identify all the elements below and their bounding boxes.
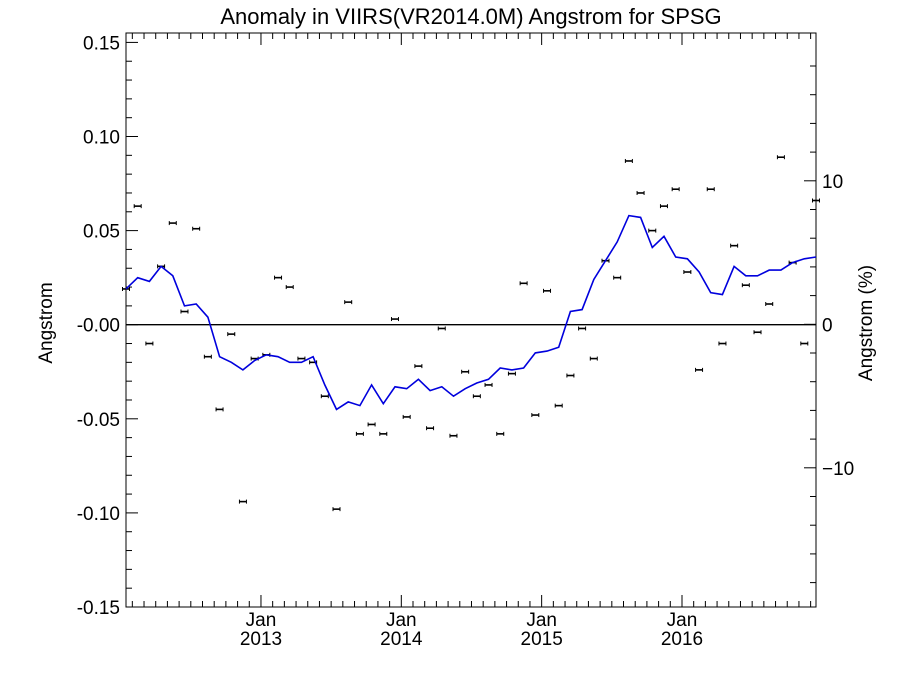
data-point xyxy=(543,288,552,293)
data-point xyxy=(507,371,516,376)
data-point xyxy=(145,341,154,346)
x-tick-year-label: 2013 xyxy=(240,629,282,650)
x-tick-month-label: Jan xyxy=(526,610,557,631)
data-point xyxy=(122,286,130,291)
y-axis-label: Angstrom xyxy=(36,282,57,363)
data-point xyxy=(519,281,528,286)
data-point xyxy=(683,270,692,275)
y-tick-label: -0.00 xyxy=(77,316,120,337)
data-point xyxy=(566,373,575,378)
data-point xyxy=(531,413,540,418)
data-point xyxy=(215,407,224,412)
data-point xyxy=(320,394,329,399)
data-point xyxy=(741,283,750,288)
data-point xyxy=(344,300,353,305)
y2-tick-label: 10 xyxy=(822,172,843,193)
data-point xyxy=(800,341,809,346)
data-point xyxy=(285,285,294,290)
data-point xyxy=(297,356,306,361)
x-tick-month-label: Jan xyxy=(246,610,277,631)
data-point xyxy=(379,431,388,436)
data-point xyxy=(332,507,341,512)
data-point xyxy=(227,332,236,337)
data-lines xyxy=(125,214,817,411)
data-point xyxy=(624,158,633,163)
data-point xyxy=(133,204,142,209)
data-point xyxy=(589,356,598,361)
data-point xyxy=(776,155,785,160)
axes xyxy=(125,32,817,608)
data-point xyxy=(718,341,727,346)
y-tick-label: -0.10 xyxy=(77,504,120,525)
data-point xyxy=(192,226,201,231)
data-points xyxy=(122,155,820,512)
data-point xyxy=(636,190,645,195)
data-point xyxy=(367,422,376,427)
data-point xyxy=(613,275,622,280)
data-point xyxy=(706,187,715,192)
series-line xyxy=(125,214,817,411)
data-point xyxy=(496,431,505,436)
data-point xyxy=(449,433,458,438)
data-point xyxy=(659,204,668,209)
data-point xyxy=(390,317,399,322)
x-tick-year-label: 2015 xyxy=(521,629,563,650)
data-point xyxy=(168,221,177,226)
y-tick-label: -0.15 xyxy=(77,598,120,619)
x-tick-year-label: 2014 xyxy=(380,629,423,650)
y-tick-label: 0.15 xyxy=(83,33,120,54)
data-point xyxy=(414,364,423,369)
data-point xyxy=(437,326,446,331)
chart-title: Anomaly in VIIRS(VR2014.0M) Angstrom for… xyxy=(220,4,721,29)
y-tick-label: 0.10 xyxy=(83,128,120,149)
data-point xyxy=(730,243,739,248)
data-point xyxy=(578,326,587,331)
data-point xyxy=(484,382,493,387)
data-point xyxy=(426,426,435,431)
data-point xyxy=(812,198,820,203)
data-point xyxy=(355,431,364,436)
data-point xyxy=(274,275,283,280)
x-tick-year-label: 2016 xyxy=(661,629,703,650)
data-point xyxy=(765,302,774,307)
data-point xyxy=(461,369,470,374)
y-tick-label: -0.05 xyxy=(77,410,120,431)
data-point xyxy=(203,354,212,359)
data-point xyxy=(472,394,481,399)
data-point xyxy=(180,309,189,314)
data-point xyxy=(671,187,680,192)
plot-frame xyxy=(125,32,817,608)
data-point xyxy=(648,228,657,233)
data-point xyxy=(695,367,704,372)
ticks: 0.15 0.10 0.05 -0.00 -0.05 -0.10 -0.15 10 0 −10 Ja… xyxy=(77,33,854,650)
data-point xyxy=(402,414,411,419)
x-tick-month-label: Jan xyxy=(386,610,417,631)
data-point xyxy=(238,499,247,504)
x-tick-month-label: Jan xyxy=(667,610,698,631)
y2-tick-label: 0 xyxy=(822,315,833,336)
data-point xyxy=(554,403,563,408)
data-point xyxy=(753,330,762,335)
y-tick-label: 0.05 xyxy=(83,222,120,243)
y2-axis-label: Angstrom (%) xyxy=(856,265,877,381)
y2-tick-label: −10 xyxy=(822,459,854,480)
